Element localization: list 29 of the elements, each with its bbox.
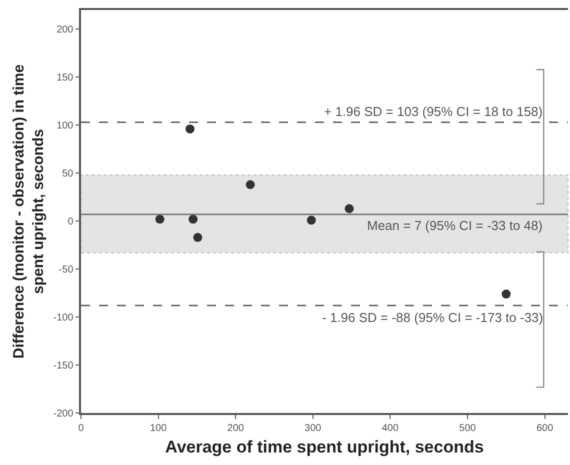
point xyxy=(344,204,354,214)
y-tick-label: 50 xyxy=(62,168,74,180)
point xyxy=(193,232,202,242)
point xyxy=(186,124,194,134)
ref-line-label: + 1.96 SD = 103 (95% CI = 18 to 158) xyxy=(324,104,543,119)
point xyxy=(502,290,511,299)
x-tick-label: 600 xyxy=(536,422,554,434)
x-axis-title: Average of time spent upright, seconds xyxy=(165,438,484,457)
y-tick-label: -200 xyxy=(53,408,74,420)
x-tick-label: 200 xyxy=(227,422,244,434)
point xyxy=(188,214,198,224)
y-tick-label: 0 xyxy=(68,216,74,228)
x-tick-label: 0 xyxy=(78,422,84,434)
y-axis-title: Difference (monitor - observation) in time spent upright, seconds xyxy=(10,64,47,359)
point xyxy=(306,216,316,225)
y-tick-label: 100 xyxy=(56,120,74,132)
point xyxy=(246,180,255,190)
x-tick-label: 500 xyxy=(459,422,476,434)
ref-line-label: Mean = 7 (95% CI = -33 to 48) xyxy=(367,218,543,233)
y-tick-label: -50 xyxy=(58,264,74,276)
y-tick-label: 200 xyxy=(56,24,74,36)
x-tick-label: 300 xyxy=(304,422,322,434)
y-tick-label: 150 xyxy=(56,72,74,84)
ref-line-label: - 1.96 SD = -88 (95% CI = -173 to -33) xyxy=(322,310,544,325)
y-tick-label: -100 xyxy=(53,312,74,324)
x-tick-label: 100 xyxy=(150,422,168,434)
y-tick-label: -150 xyxy=(53,360,74,372)
point xyxy=(155,214,164,224)
x-tick-label: 400 xyxy=(382,422,399,434)
